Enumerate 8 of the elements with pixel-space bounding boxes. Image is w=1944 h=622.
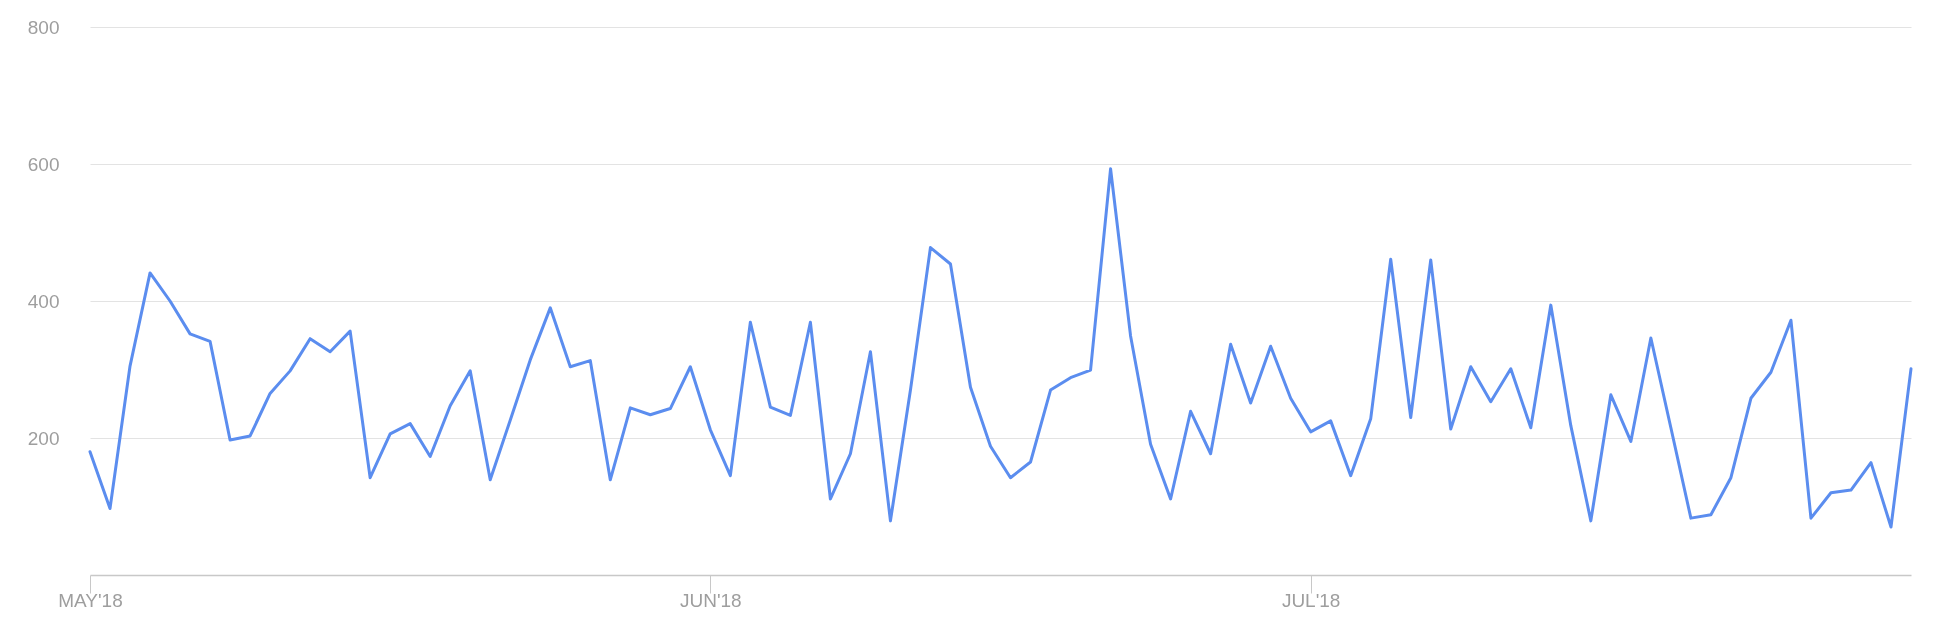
x-tick-label: JUL'18 xyxy=(1281,589,1341,611)
y-tick-label: 800 xyxy=(27,16,60,38)
y-tick-label: 200 xyxy=(27,427,60,449)
y-tick-label: 400 xyxy=(27,290,60,312)
line-series xyxy=(88,167,1913,529)
x-tick-label: MAY'18 xyxy=(58,589,123,611)
y-tick-label: 600 xyxy=(27,153,60,175)
x-tick-label: JUN'18 xyxy=(679,589,742,611)
